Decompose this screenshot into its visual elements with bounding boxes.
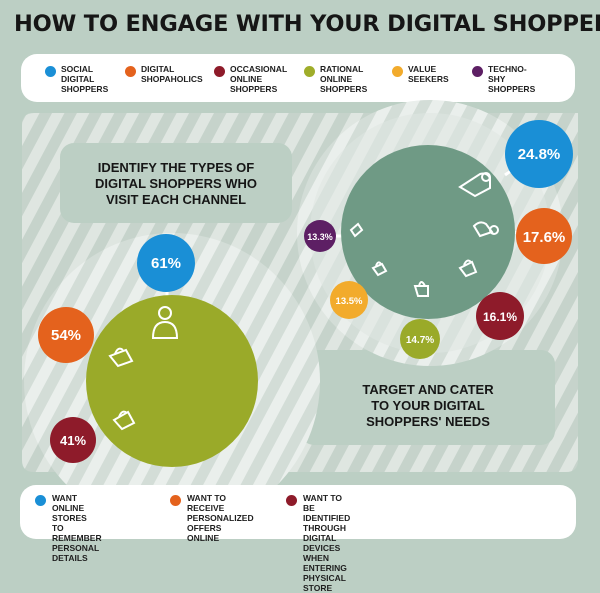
bubble-circle (330, 281, 368, 319)
channel-heading: IDENTIFY THE TYPES OF DIGITAL SHOPPERS W… (94, 160, 258, 207)
legend-label: DIGITAL SHOPAHOLICS (141, 64, 203, 84)
shopper-type-legend: SOCIAL DIGITAL SHOPPERS DIGITAL SHOPAHOL… (21, 54, 575, 102)
legend-dot (472, 66, 483, 77)
target-panel (300, 350, 555, 445)
target-heading: TARGET AND CATER TO YOUR DIGITAL SHOPPER… (362, 382, 494, 429)
person-icon (151, 306, 179, 339)
legend-dot (125, 66, 136, 77)
legend-dot (304, 66, 315, 77)
target-bubble-occasional: 16.1% (476, 292, 524, 340)
needs-legend: WANT ONLINE STORES TO REMEMBER PERSONAL … (20, 485, 576, 593)
page-title: HOW TO ENGAGE WITH YOUR DIGITAL SHOPPERS (14, 11, 600, 37)
legend-label: TECHNO-SHY SHOPPERS (488, 64, 536, 94)
shopping-bag-icon (413, 281, 429, 297)
bubble-value: 54% (51, 327, 81, 344)
channel-cluster: 61% 54% 41% (38, 234, 258, 467)
bubble-value: 24.8% (518, 146, 561, 163)
legend-dot (392, 66, 403, 77)
needs-label: WANT ONLINE STORES TO REMEMBER PERSONAL … (52, 493, 102, 563)
device-icon (349, 222, 364, 238)
target-bubble-techno-shy: 13.3% (304, 220, 336, 252)
target-main-circle (341, 145, 515, 319)
needs-label: WANT TO RECEIVE PERSONALIZED OFFERS ONLI… (187, 493, 254, 543)
bubble-value: 17.6% (523, 229, 566, 246)
bubble-value: 14.7% (406, 335, 434, 346)
bubble-value: 61% (151, 255, 181, 272)
target-bubble-shopaholics: 17.6% (516, 208, 572, 264)
target-bubble-rational: 14.7% (400, 319, 440, 359)
shopping-bag-icon (108, 347, 134, 368)
bubble-circle (505, 120, 573, 188)
bubble-circle (400, 319, 440, 359)
legend-label: RATIONAL ONLINE SHOPPERS (320, 64, 368, 94)
bubble-circle (304, 220, 336, 252)
target-cluster: 24.8% 17.6% 16.1% 14.7% 13.5% 13.3% (304, 120, 573, 359)
identify-panel (60, 143, 292, 223)
infographic-canvas: 61% 54% 41% (22, 100, 578, 529)
bubble-value: 13.3% (307, 232, 333, 242)
channel-bubble-occasional: 41% (50, 417, 96, 463)
legend-label: OCCASIONAL ONLINE SHOPPERS (230, 64, 288, 94)
bubble-circle (38, 307, 94, 363)
channel-bubble-social: 61% (137, 234, 195, 292)
legend-label: VALUE SEEKERS (408, 64, 449, 84)
bubble-circle (137, 234, 195, 292)
bubble-value: 16.1% (483, 310, 517, 324)
bubble-value: 41% (60, 433, 86, 448)
bubble-circle (476, 292, 524, 340)
bubble-value: 13.5% (336, 296, 363, 307)
legend-dot (214, 66, 225, 77)
hand-icon (472, 221, 499, 238)
legend-label: SOCIAL DIGITAL SHOPPERS (61, 64, 109, 94)
shopping-bag-icon (371, 261, 388, 277)
legend-dot (170, 495, 181, 506)
target-bubble-value-seekers: 13.5% (330, 281, 368, 319)
legend-dot (45, 66, 56, 77)
shopping-bag-icon (112, 410, 136, 431)
channel-bubble-shopaholics: 54% (38, 307, 94, 363)
legend-dot (286, 495, 297, 506)
legend-dot (35, 495, 46, 506)
hand-icon (458, 172, 491, 198)
needs-label: WANT TO BE IDENTIFIED THROUGH DIGITAL DE… (303, 493, 351, 593)
target-bubble-social: 24.8% (505, 120, 573, 188)
bubble-circle (516, 208, 572, 264)
bubble-circle (50, 417, 96, 463)
channel-main-circle (86, 295, 258, 467)
shopping-bag-icon (458, 259, 478, 278)
